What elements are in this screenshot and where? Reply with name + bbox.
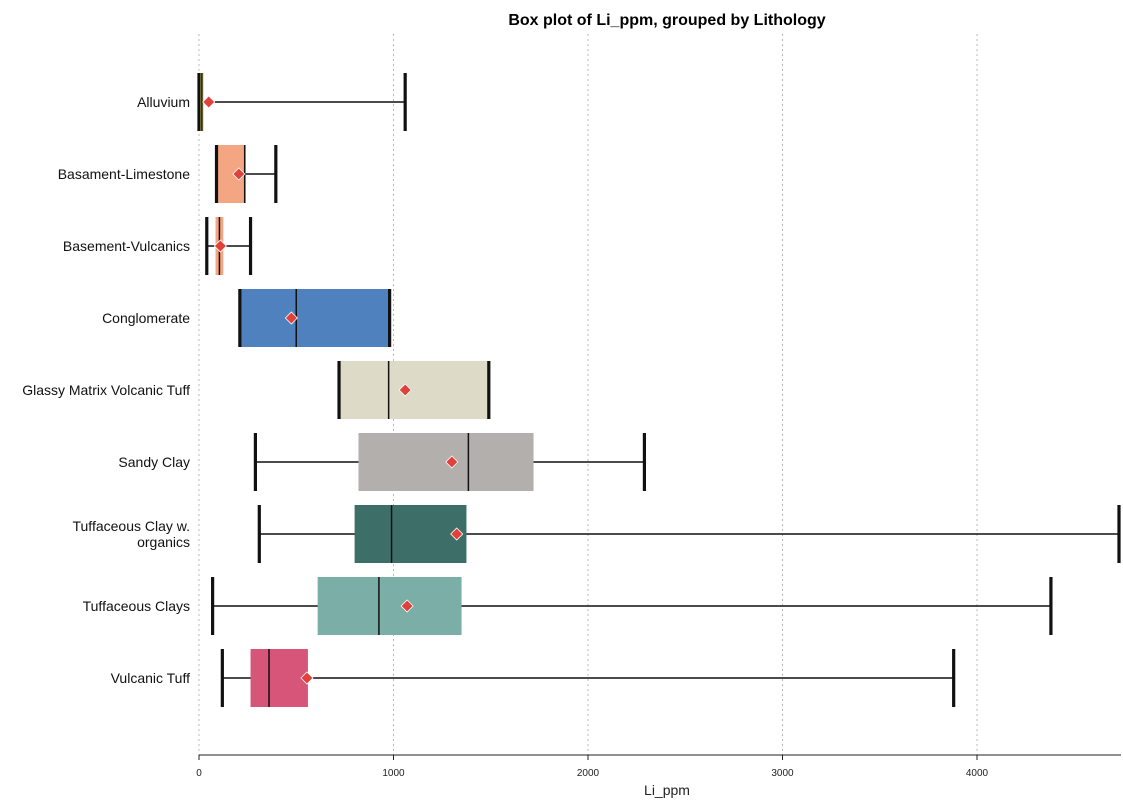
category-label: Tuffaceous Clays <box>83 598 190 614</box>
mean-marker <box>202 95 216 109</box>
category-label-line: Glassy Matrix Volcanic Tuff <box>22 382 190 398</box>
box-group <box>220 649 956 707</box>
category-label: Basament-Limestone <box>58 166 191 182</box>
mean-marker <box>400 599 414 613</box>
x-tick-label: 2000 <box>577 768 600 779</box>
x-axis-label: Li_ppm <box>644 782 690 798</box>
mean-marker <box>445 455 459 469</box>
x-tick-label: 1000 <box>382 768 405 779</box>
box-iqr <box>339 361 489 419</box>
box-group <box>205 217 253 275</box>
category-label: Alluvium <box>137 94 190 110</box>
box-iqr <box>354 505 467 563</box>
category-label-line: Alluvium <box>137 94 190 110</box>
gridlines <box>198 34 978 755</box>
category-label: Tuffaceous Clay w. organics <box>72 518 190 550</box>
x-tick-label: 4000 <box>966 768 989 779</box>
box-group <box>337 361 491 419</box>
category-label-line: Conglomerate <box>102 310 190 326</box>
box-group <box>257 505 1121 563</box>
category-label-line: Sandy Clay <box>118 454 190 470</box>
category-label-line: Basement-Vulcanics <box>63 238 190 254</box>
box-iqr <box>317 577 462 635</box>
box-iqr <box>250 649 308 707</box>
box-group <box>214 145 278 203</box>
category-label: Conglomerate <box>102 310 190 326</box>
boxes <box>197 73 1121 707</box>
mean-marker <box>450 527 464 541</box>
chart-title: Box plot of Li_ppm, grouped by Lithology <box>508 12 825 29</box>
category-label-line: Tuffaceous Clay w. <box>72 518 190 534</box>
category-label-line: Tuffaceous Clays <box>83 598 190 614</box>
box-iqr <box>239 289 390 347</box>
box-group <box>211 577 1053 635</box>
category-label-line: organics <box>137 534 190 550</box>
mean-marker <box>232 167 246 181</box>
category-label-line: Vulcanic Tuff <box>111 670 190 686</box>
category-label: Basement-Vulcanics <box>63 238 190 254</box>
mean-marker <box>300 671 314 685</box>
category-label: Vulcanic Tuff <box>111 670 190 686</box>
category-label-line: Basament-Limestone <box>58 166 191 182</box>
mean-marker <box>213 239 227 253</box>
x-tick-label: 0 <box>196 768 202 779</box>
box-group <box>197 73 407 131</box>
category-label: Glassy Matrix Volcanic Tuff <box>22 382 190 398</box>
mean-marker <box>398 383 412 397</box>
x-tick-label: 3000 <box>771 768 794 779</box>
mean-marker <box>284 311 298 325</box>
category-labels: Alluvium Basament-Limestone Basement-Vulca… <box>22 94 190 686</box>
box-group <box>238 289 392 347</box>
x-axis: 0 1000 2000 3000 4000 <box>196 754 1121 779</box>
category-label: Sandy Clay <box>118 454 190 470</box>
box-group <box>253 433 647 491</box>
